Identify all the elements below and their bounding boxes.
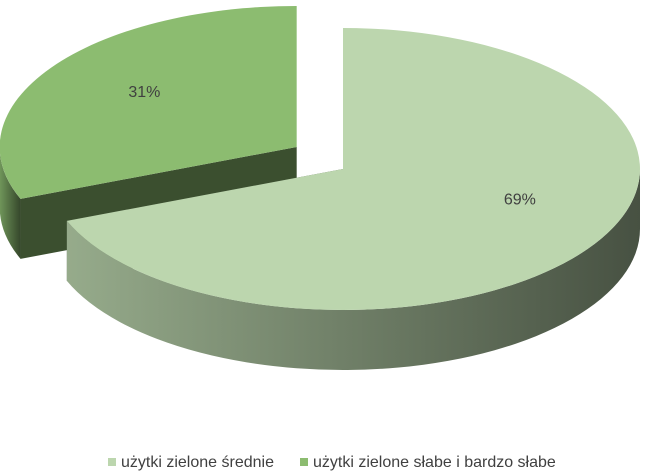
legend-swatch bbox=[300, 458, 308, 466]
slice-side bbox=[0, 153, 21, 259]
data-label: 31% bbox=[128, 84, 160, 101]
slice bbox=[66, 28, 640, 311]
legend-swatch bbox=[108, 458, 116, 466]
slice bbox=[0, 5, 297, 199]
data-label: 69% bbox=[504, 192, 536, 209]
legend-label: użytki zielone słabe i bardzo słabe bbox=[313, 454, 556, 471]
legend-label: użytki zielone średnie bbox=[121, 454, 274, 471]
slice-side bbox=[66, 169, 640, 371]
